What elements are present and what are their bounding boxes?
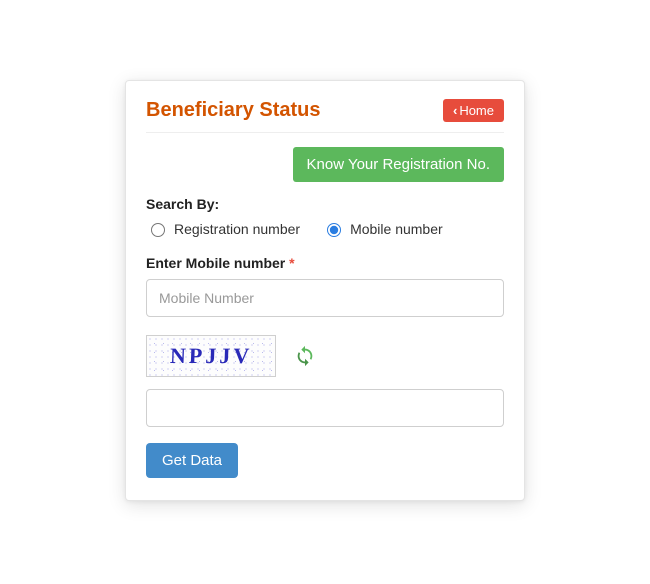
home-button[interactable]: ‹ Home [443, 99, 504, 122]
radio-mobile-input[interactable] [327, 223, 341, 237]
header-row: Beneficiary Status ‹ Home [146, 99, 504, 122]
get-data-button[interactable]: Get Data [146, 443, 238, 478]
captcha-image: NPJJV [146, 335, 276, 377]
chevron-left-icon: ‹ [453, 103, 457, 118]
know-row: Know Your Registration No. [146, 147, 504, 182]
home-button-label: Home [459, 103, 494, 118]
refresh-icon [294, 345, 316, 367]
captcha-input[interactable] [146, 389, 504, 427]
mobile-label-text: Enter Mobile number [146, 255, 285, 271]
required-mark: * [289, 255, 294, 271]
page-title: Beneficiary Status [146, 99, 321, 122]
captcha-row: NPJJV [146, 335, 504, 377]
beneficiary-status-card: Beneficiary Status ‹ Home Know Your Regi… [125, 80, 525, 501]
search-by-radio-group: Registration number Mobile number [146, 220, 504, 237]
radio-mobile-label: Mobile number [350, 221, 443, 237]
know-registration-button[interactable]: Know Your Registration No. [293, 147, 504, 182]
radio-mobile-number[interactable]: Mobile number [322, 220, 443, 237]
refresh-captcha-button[interactable] [290, 341, 320, 371]
radio-registration-number[interactable]: Registration number [146, 220, 300, 237]
mobile-field-label: Enter Mobile number * [146, 255, 504, 271]
divider [146, 132, 504, 133]
search-by-label: Search By: [146, 196, 504, 212]
captcha-text: NPJJV [169, 343, 252, 369]
radio-registration-label: Registration number [174, 221, 300, 237]
radio-registration-input[interactable] [151, 223, 165, 237]
mobile-number-input[interactable] [146, 279, 504, 317]
